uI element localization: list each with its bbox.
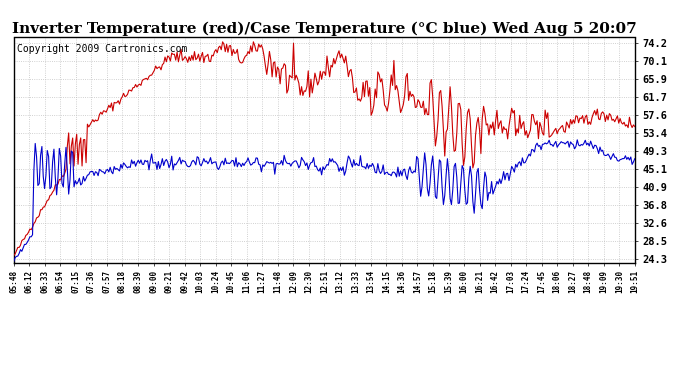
Title: Inverter Temperature (red)/Case Temperature (°C blue) Wed Aug 5 20:07: Inverter Temperature (red)/Case Temperat… <box>12 22 637 36</box>
Text: Copyright 2009 Cartronics.com: Copyright 2009 Cartronics.com <box>17 44 187 54</box>
